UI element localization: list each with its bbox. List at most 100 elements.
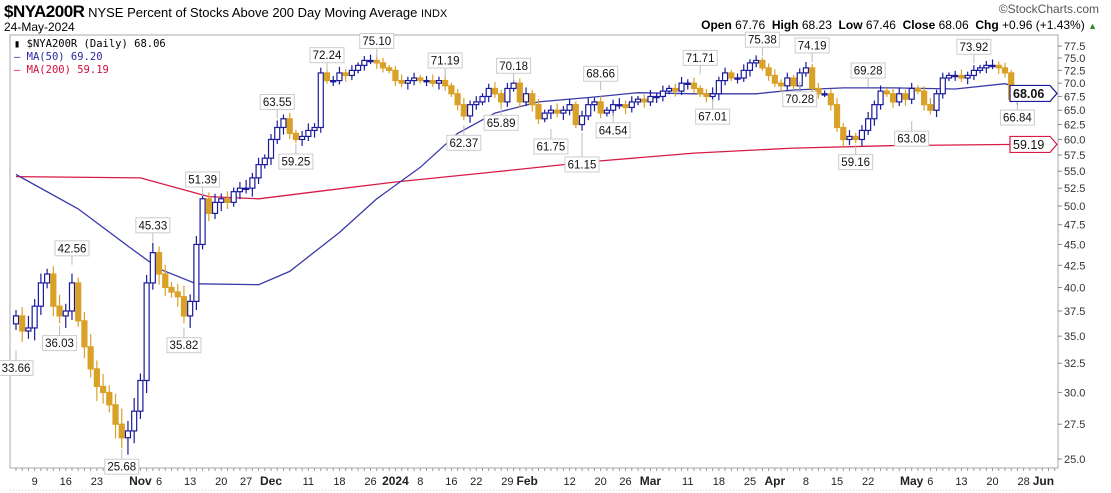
- candle-body: [522, 93, 530, 103]
- legend-ma50: — MA(50) 69.20: [14, 51, 103, 63]
- annotation-label: 51.39: [188, 174, 217, 186]
- x-tick-label: 25: [744, 476, 756, 488]
- annotation-box: [695, 108, 731, 125]
- price-tag-label: 59.19: [1013, 138, 1044, 152]
- x-tick-label: 6: [156, 476, 162, 488]
- candle-body: [703, 93, 710, 98]
- annotation-label: 63.55: [263, 97, 292, 109]
- candle-body: [771, 74, 778, 84]
- candle-body: [858, 129, 866, 141]
- candle-body: [591, 101, 598, 106]
- candle-body: [498, 93, 505, 103]
- index-name: NYSE Percent of Stocks Above 200 Day Mov…: [88, 5, 418, 20]
- candle-body: [578, 115, 586, 126]
- chart-date: 24-May-2024: [4, 20, 75, 34]
- candle-body: [398, 79, 405, 84]
- candle-body: [628, 101, 635, 109]
- candle-body: [765, 67, 772, 77]
- candle-body: [87, 346, 94, 370]
- candle-body: [19, 315, 26, 332]
- candle-body: [871, 104, 878, 120]
- candle-body: [970, 69, 977, 77]
- candle-body: [802, 67, 810, 74]
- price-tag-close: [1009, 84, 1058, 103]
- close-label: Close: [902, 18, 936, 32]
- candle-body: [249, 177, 256, 189]
- candle-body: [336, 72, 343, 82]
- x-tick-label: Dec: [260, 474, 282, 488]
- candle-body: [852, 135, 859, 141]
- candle-body: [541, 112, 548, 120]
- candle-body: [933, 93, 940, 111]
- candle-body: [914, 87, 922, 92]
- annotation-label: 68.66: [586, 69, 615, 81]
- y-tick-label: 40.0: [1064, 282, 1085, 294]
- candle-body: [896, 93, 903, 103]
- y-tick-label: 75.0: [1064, 53, 1085, 65]
- candle-body: [75, 282, 82, 322]
- annotation-label: 74.19: [798, 40, 827, 52]
- candle-body: [659, 90, 666, 98]
- candle-body: [442, 79, 449, 87]
- candle-body: [386, 67, 393, 71]
- candle-body: [211, 201, 219, 214]
- candle-body: [404, 79, 411, 84]
- x-tick-label: 18: [333, 476, 345, 488]
- x-tick-label: 2024: [382, 474, 409, 488]
- annotation-box: [427, 52, 463, 69]
- candle-body: [883, 90, 890, 95]
- annotation-box: [794, 37, 830, 54]
- x-tick-label: 27: [240, 476, 252, 488]
- candle-body: [68, 282, 76, 312]
- annotation-label: 66.84: [1003, 113, 1032, 125]
- candle-body: [62, 310, 69, 317]
- x-tick-label: 16: [60, 476, 72, 488]
- candle-body: [280, 118, 287, 129]
- y-tick-label: 60.0: [1064, 134, 1085, 146]
- low-value: 67.46: [865, 18, 896, 32]
- watermark: ©StockCharts.com: [998, 2, 1099, 16]
- candle-body: [323, 72, 331, 82]
- candle-body: [554, 109, 561, 114]
- candle-body: [305, 129, 312, 138]
- chg-value: +0.96 (+1.43%): [1002, 18, 1085, 32]
- x-tick-label: 26: [364, 476, 376, 488]
- candle-body: [721, 72, 729, 82]
- candle-body: [647, 95, 654, 103]
- candle-body: [392, 69, 399, 82]
- candle-body: [454, 93, 461, 106]
- annotation-box: [483, 114, 519, 131]
- candle-body: [485, 87, 492, 98]
- candle-body: [908, 87, 915, 100]
- candle-body: [342, 72, 349, 77]
- annotation-label: 33.66: [2, 363, 31, 375]
- candle-body: [921, 90, 928, 106]
- ma200-line: [15, 143, 1018, 200]
- x-tick-label: 22: [470, 476, 482, 488]
- candle-body: [479, 95, 486, 103]
- x-tick-label: 6: [927, 476, 933, 488]
- x-tick-label: 8: [803, 476, 809, 488]
- candle-body: [124, 430, 132, 439]
- annotation-box: [42, 335, 78, 352]
- annotation-label: 73.92: [959, 42, 988, 54]
- candle-body: [299, 135, 306, 141]
- x-tick-label: Apr: [765, 474, 786, 488]
- annotation-box: [446, 134, 482, 151]
- y-tick-label: 37.5: [1064, 306, 1085, 318]
- annotation-box: [259, 93, 295, 110]
- x-tick-label: 13: [184, 476, 196, 488]
- candle-body: [889, 93, 897, 103]
- candle-body: [131, 410, 138, 432]
- candle-body: [535, 104, 542, 120]
- candle-body: [634, 98, 642, 103]
- candle-body: [174, 291, 181, 298]
- candle-body: [348, 69, 355, 77]
- candle-body: [317, 72, 324, 129]
- y-tick-label: 32.5: [1064, 358, 1085, 370]
- annotation-box: [166, 337, 202, 354]
- candle-body: [267, 138, 275, 159]
- annotation-label: 36.03: [45, 338, 74, 350]
- annotation-label: 62.37: [449, 138, 478, 150]
